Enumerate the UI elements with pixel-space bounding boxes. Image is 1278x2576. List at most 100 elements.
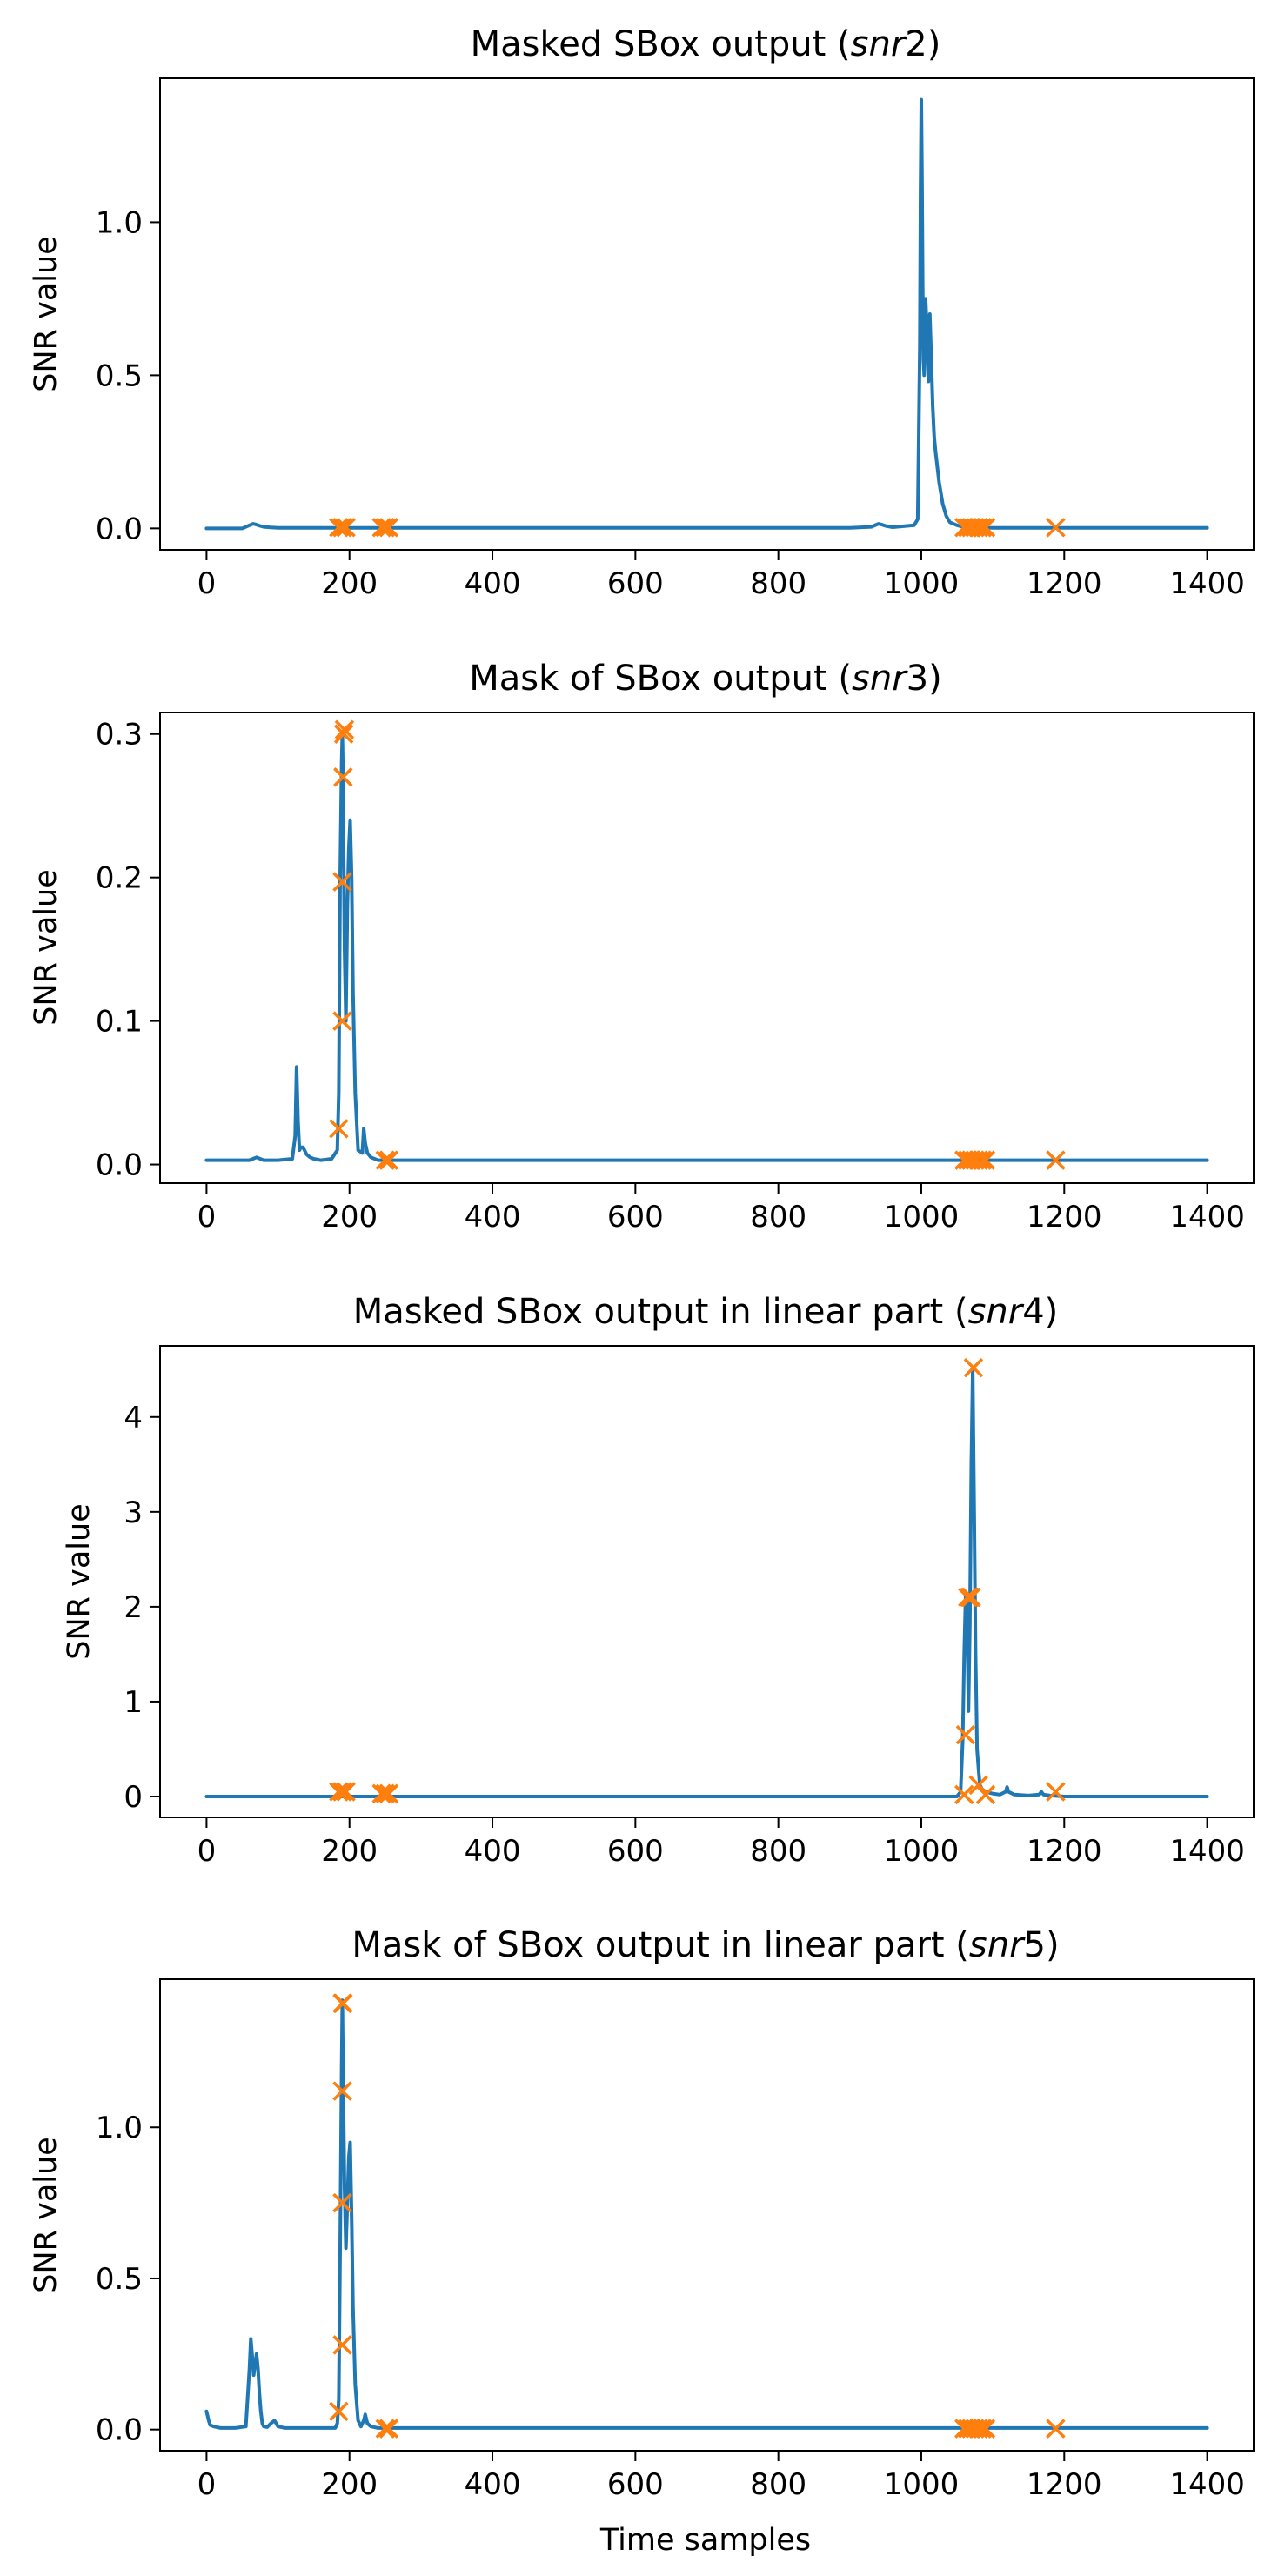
x-marker xyxy=(375,1783,396,1803)
x-marker xyxy=(972,518,993,538)
y-axis-label: SNR value xyxy=(29,869,64,1025)
x-tick-label: 0 xyxy=(197,1200,217,1234)
x-marker xyxy=(961,1587,981,1608)
x-tick-label: 600 xyxy=(607,1834,664,1869)
x-tick-label: 1000 xyxy=(884,1200,960,1234)
x-tick-label: 1400 xyxy=(1169,566,1245,601)
y-axis-label: SNR value xyxy=(29,236,64,391)
x-marker xyxy=(975,2419,996,2439)
x-marker xyxy=(378,518,399,538)
x-marker xyxy=(955,1724,976,1745)
snr-line xyxy=(204,1368,1209,1798)
x-marker xyxy=(1046,1782,1066,1802)
x-marker xyxy=(1046,518,1066,538)
x-axis-label: Time samples xyxy=(599,2523,811,2558)
subplot-title: Mask of SBox output (snr3) xyxy=(469,659,941,699)
y-tick-label: 2 xyxy=(124,1590,143,1625)
x-marker xyxy=(968,518,988,538)
axes-frame xyxy=(159,1345,1255,1818)
x-tick-label: 1200 xyxy=(1027,2467,1102,2502)
x-marker xyxy=(332,1782,352,1802)
x-tick-label: 1200 xyxy=(1027,1200,1102,1234)
x-tick-label: 1000 xyxy=(884,2467,960,2502)
x-tick-label: 200 xyxy=(321,1834,378,1869)
x-tick-label: 0 xyxy=(197,2467,217,2502)
x-marker xyxy=(975,518,996,538)
x-marker xyxy=(332,2081,352,2101)
y-axis-label: SNR value xyxy=(29,2137,64,2292)
marker-group xyxy=(329,1993,1066,2439)
x-marker xyxy=(329,1119,349,1139)
x-tick-label: 1000 xyxy=(884,1834,960,1869)
x-tick-label: 800 xyxy=(750,566,806,601)
y-tick-label: 1.0 xyxy=(96,2111,143,2145)
plot-area xyxy=(204,1357,1209,1805)
x-tick-label: 800 xyxy=(750,1834,806,1869)
x-tick-label: 400 xyxy=(465,2467,521,2502)
x-marker xyxy=(378,1783,399,1803)
x-marker xyxy=(333,1993,353,2014)
x-marker xyxy=(375,2419,396,2439)
y-tick-label: 0.0 xyxy=(96,2413,143,2448)
subplot-snr5: Mask of SBox output in linear part (snr5… xyxy=(29,1925,1255,2558)
x-marker xyxy=(371,1783,391,1803)
x-marker xyxy=(375,1150,396,1170)
x-marker xyxy=(378,1150,399,1170)
x-marker xyxy=(333,766,353,787)
marker-group xyxy=(329,1357,1066,1805)
marker-group xyxy=(329,719,1066,1170)
y-tick-label: 0.0 xyxy=(96,512,143,546)
axes-frame xyxy=(159,1978,1255,2452)
x-tick-label: 0 xyxy=(197,1834,217,1869)
plot-area xyxy=(204,719,1209,1170)
x-tick-label: 1400 xyxy=(1169,1834,1245,1869)
x-marker xyxy=(975,1784,996,1805)
x-marker xyxy=(329,2401,349,2422)
x-marker xyxy=(972,1150,993,1170)
x-marker xyxy=(329,518,349,538)
x-tick-label: 800 xyxy=(750,2467,806,2502)
x-tick-label: 800 xyxy=(750,1200,806,1234)
x-marker xyxy=(975,1150,996,1170)
x-tick-label: 1200 xyxy=(1027,566,1102,601)
y-tick-label: 0.0 xyxy=(96,1148,143,1183)
y-tick-label: 4 xyxy=(124,1401,143,1435)
plot-area xyxy=(204,1993,1209,2439)
x-marker xyxy=(336,518,356,538)
y-tick-label: 0.3 xyxy=(96,718,143,753)
x-tick-label: 600 xyxy=(607,2467,664,2502)
subplot-title: Masked SBox output (snr2) xyxy=(471,24,941,64)
x-tick-label: 1200 xyxy=(1027,1834,1102,1869)
snr-line xyxy=(204,97,1209,531)
x-marker xyxy=(968,1150,988,1170)
x-marker xyxy=(329,1782,349,1802)
x-marker xyxy=(1046,1150,1066,1170)
x-tick-label: 1400 xyxy=(1169,2467,1245,2502)
y-axis-label: SNR value xyxy=(62,1503,97,1659)
subplot-snr3: Mask of SBox output (snr3) SNR value 0 20… xyxy=(29,659,1255,1234)
y-tick-label: 3 xyxy=(124,1495,143,1530)
y-tick-label: 0.5 xyxy=(96,2262,143,2297)
axes-frame xyxy=(159,712,1255,1184)
x-marker xyxy=(332,872,352,892)
x-marker xyxy=(332,2192,352,2213)
x-tick-label: 600 xyxy=(607,1200,664,1234)
subplot-snr4: Masked SBox output in linear part (snr4)… xyxy=(62,1292,1255,1869)
x-tick-label: 400 xyxy=(465,566,521,601)
y-tick-label: 0.2 xyxy=(96,861,143,896)
x-marker xyxy=(334,719,355,740)
y-tick-label: 0.1 xyxy=(96,1005,143,1040)
x-marker xyxy=(333,724,354,744)
x-tick-label: 0 xyxy=(197,566,217,601)
x-tick-label: 400 xyxy=(465,1834,521,1869)
x-marker xyxy=(954,1784,974,1805)
plot-area xyxy=(204,97,1209,538)
y-tick-label: 1.0 xyxy=(96,205,143,240)
axes-frame xyxy=(159,77,1255,551)
x-marker xyxy=(378,2419,399,2439)
x-marker xyxy=(968,2419,988,2439)
x-marker xyxy=(332,518,352,538)
x-marker xyxy=(972,2419,993,2439)
x-marker xyxy=(1046,2419,1066,2439)
